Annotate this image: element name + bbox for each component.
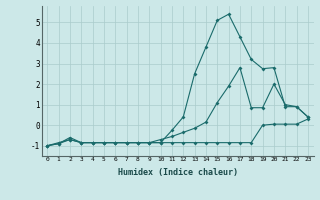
X-axis label: Humidex (Indice chaleur): Humidex (Indice chaleur) [118,168,237,177]
